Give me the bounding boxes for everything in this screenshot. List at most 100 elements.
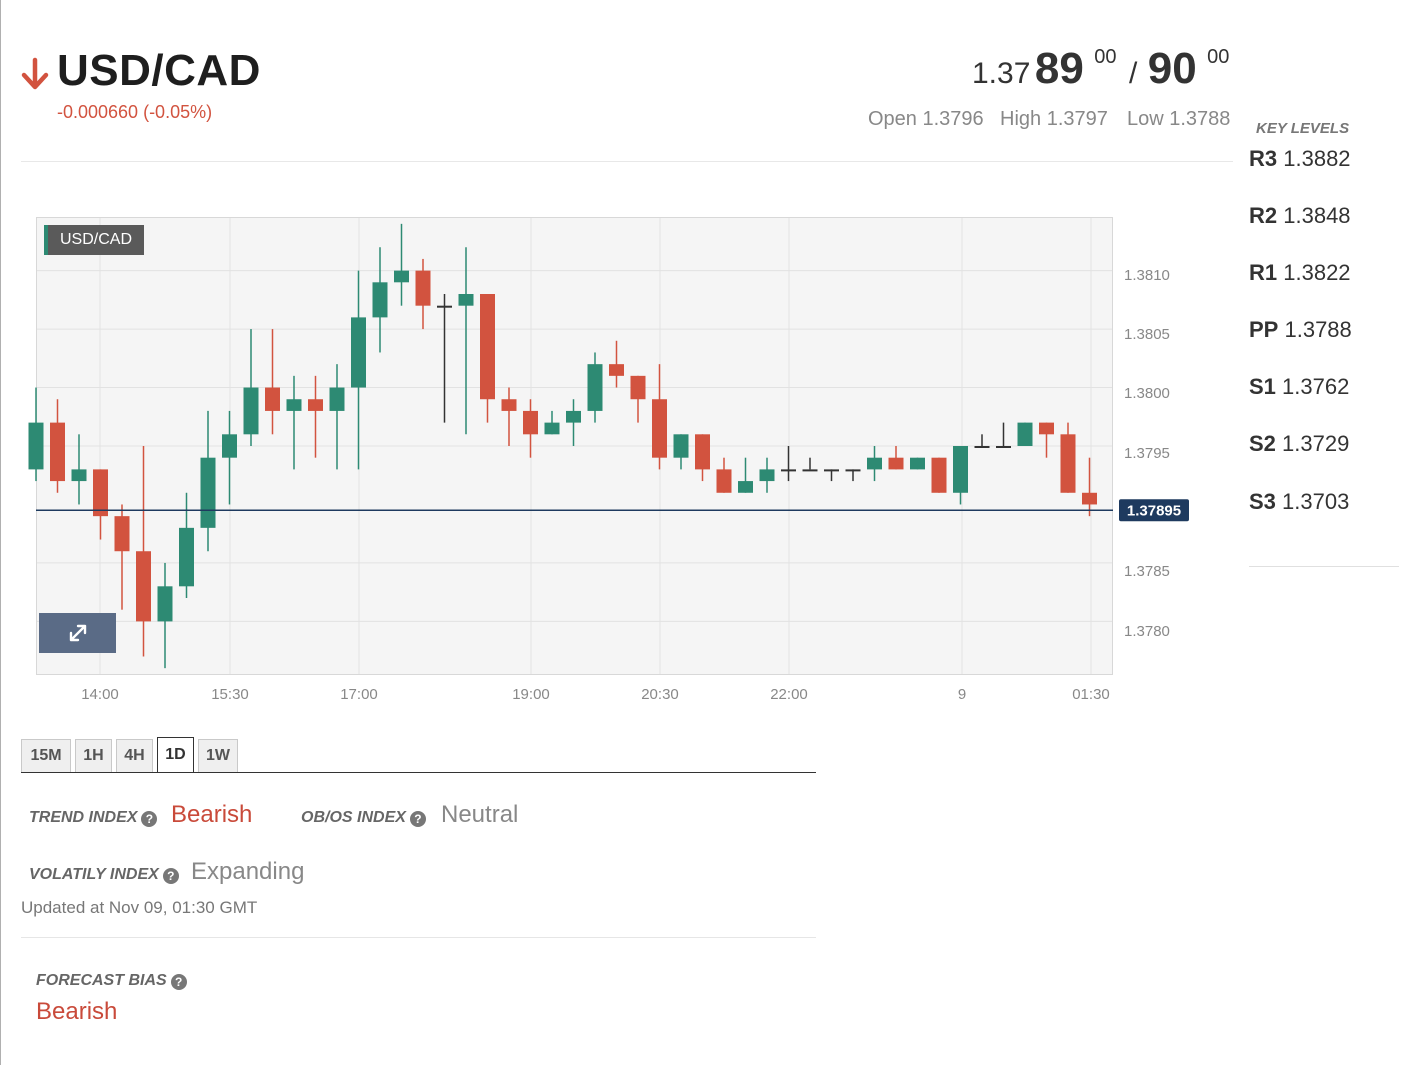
open-value: Open 1.3796 [868,108,984,130]
key-level-s2: S2 1.3729 [1249,431,1350,456]
candle-body [308,399,323,411]
candle [394,223,409,306]
candle [222,410,237,505]
candle-body [222,434,237,458]
key-levels-divider [1249,566,1399,567]
tab-15m[interactable]: 15M [21,739,71,773]
obos-index-value: Neutral [441,801,519,828]
question-icon[interactable]: ? [141,811,158,827]
candle [415,258,431,330]
candle-body [759,469,775,482]
x-tick-label: 01:30 [1072,686,1110,703]
left-border [0,0,1,1065]
candle [28,387,44,482]
x-tick-label: 17:00 [340,686,378,703]
x-tick-label: 22:00 [770,686,808,703]
candle-body [695,434,710,470]
candle [931,457,947,493]
volatility-index-label: VOLATILY INDEX? [29,866,179,884]
tab-1w[interactable]: 1W [198,739,238,773]
candle-body [630,375,646,400]
candle [974,434,990,448]
candle [802,457,818,472]
candle-body [50,422,65,482]
candle-body [114,516,130,552]
candle-body [415,270,431,306]
candle-body [1082,492,1097,505]
candle [888,446,904,470]
candle-body [888,457,904,470]
candlestick-chart[interactable]: 1.37895 1.3810 1.3805 1.3800 1.3795 1.37… [0,0,1411,720]
tab-1d[interactable]: 1D [157,737,194,773]
candle-body [652,399,667,458]
candle [1082,457,1097,517]
current-price-tag [1119,499,1189,522]
candle [286,375,302,470]
candle [1017,422,1033,446]
forecast-bias-value: Bearish [36,998,118,1025]
candle-body [931,457,947,493]
trend-index-label: TREND INDEX? [29,809,158,827]
candle [609,340,624,388]
candle-body [157,586,173,622]
key-level-s1: S1 1.3762 [1249,374,1350,399]
candle-body [351,317,366,388]
candle [71,434,87,505]
arrow-down-icon [21,57,49,90]
candle [523,399,538,458]
key-level-pp: PP 1.3788 [1249,317,1352,342]
candle-body [996,446,1011,448]
candle-body [609,364,624,376]
obos-index-label: OB/OS INDEX? [301,809,426,827]
candle-body [845,469,861,472]
candle [652,364,667,470]
candle-body [544,422,560,435]
tab-1h[interactable]: 1H [75,739,112,773]
candle-body [716,469,732,493]
header-divider [21,161,1233,162]
candle [544,410,560,435]
question-icon[interactable]: ? [162,868,179,884]
y-tick-label: 1.3780 [1124,623,1170,640]
candle [845,469,861,482]
pair-title: USD/CAD [57,46,261,95]
candle [867,446,882,482]
candle [1039,422,1054,458]
candle-body [802,469,818,472]
candle [50,399,65,493]
key-levels-title: KEY LEVELS [1256,120,1350,137]
candle-body [566,410,581,423]
candle [265,329,280,435]
low-value: Low 1.3788 [1127,108,1231,130]
candle [566,399,581,446]
updated-timestamp: Updated at Nov 09, 01:30 GMT [21,898,258,917]
candle [910,457,925,470]
candle [372,247,388,353]
candle-body [523,410,538,435]
question-icon[interactable]: ? [170,974,187,990]
candle [824,469,839,482]
x-tick-label: 14:00 [81,686,119,703]
x-tick-label: 20:30 [641,686,679,703]
price-change: -0.000660 (-0.05%) [57,102,213,122]
ask-sup: 00 [1207,46,1230,68]
forecast-bias-label: FORECAST BIAS? [36,972,187,990]
candle-body [136,551,151,622]
tab-4h[interactable]: 4H [116,739,153,773]
candle-body [824,469,839,472]
volatility-index-value: Expanding [191,858,305,885]
expand-chart-button[interactable] [39,613,116,653]
key-level-s3: S3 1.3703 [1249,489,1350,514]
candle [587,352,603,423]
candle-body [93,469,108,517]
trend-index-value: Bearish [171,801,253,828]
candle-body [1060,434,1076,493]
key-level-r1: R1 1.3822 [1249,260,1351,285]
y-tick-label: 1.3810 [1124,267,1170,284]
bid-sup: 00 [1094,46,1117,68]
question-icon[interactable]: ? [409,811,426,827]
bid-prefix: 1.37 [972,57,1031,90]
high-value: High 1.3797 [1000,108,1108,130]
candle [630,375,646,423]
candle [480,294,495,423]
